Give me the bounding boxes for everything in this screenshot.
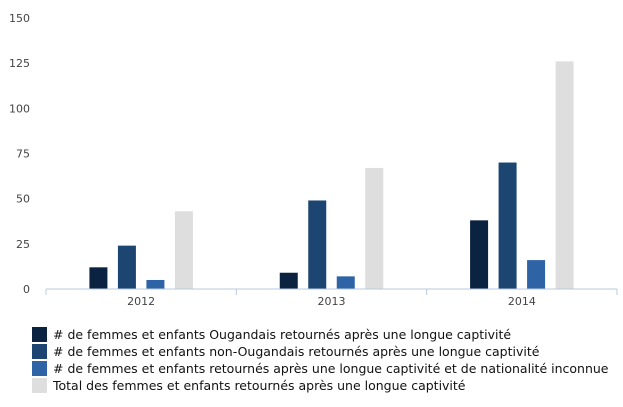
- bar[interactable]: [89, 267, 108, 289]
- bar[interactable]: [555, 61, 574, 289]
- legend-item[interactable]: # de femmes et enfants non-Ougandais ret…: [32, 343, 608, 360]
- y-tick-label: 100: [9, 102, 30, 115]
- bar[interactable]: [117, 245, 136, 289]
- y-tick-label: 50: [16, 193, 30, 206]
- x-tick-label: 2014: [508, 295, 536, 308]
- y-tick-label: 125: [9, 57, 30, 70]
- legend-swatch: [32, 361, 47, 376]
- y-axis-ticks: 0 25 50 75 100 125 150: [9, 12, 30, 296]
- bar[interactable]: [308, 200, 327, 289]
- bar[interactable]: [279, 272, 298, 289]
- legend-label: Total des femmes et enfants retournés ap…: [53, 378, 466, 393]
- legend-item[interactable]: # de femmes et enfants Ougandais retourn…: [32, 326, 608, 343]
- legend-label: # de femmes et enfants retournés après u…: [53, 361, 609, 376]
- legend: # de femmes et enfants Ougandais retourn…: [32, 326, 608, 394]
- bar[interactable]: [365, 167, 384, 289]
- legend-swatch: [32, 344, 47, 359]
- bars: [89, 61, 574, 289]
- y-tick-label: 75: [16, 148, 30, 161]
- y-tick-label: 25: [16, 238, 30, 251]
- bar[interactable]: [498, 162, 517, 289]
- y-tick-label: 0: [23, 283, 30, 296]
- bar[interactable]: [336, 276, 355, 289]
- bar[interactable]: [174, 211, 193, 289]
- x-axis: [45, 288, 618, 295]
- x-tick-label: 2013: [318, 295, 346, 308]
- bar[interactable]: [470, 220, 489, 289]
- bar-chart: 0 25 50 75 100 125 150 2012 2013 2014: [9, 12, 618, 308]
- legend-label: # de femmes et enfants non-Ougandais ret…: [53, 344, 540, 359]
- legend-item[interactable]: # de femmes et enfants retournés après u…: [32, 360, 608, 377]
- bar[interactable]: [146, 279, 165, 289]
- legend-item[interactable]: Total des femmes et enfants retournés ap…: [32, 377, 608, 394]
- legend-swatch: [32, 378, 47, 393]
- legend-swatch: [32, 327, 47, 342]
- x-axis-ticks: 2012 2013 2014: [127, 295, 536, 308]
- bar[interactable]: [527, 260, 546, 289]
- x-tick-label: 2012: [127, 295, 155, 308]
- y-tick-label: 150: [9, 12, 30, 25]
- legend-label: # de femmes et enfants Ougandais retourn…: [53, 327, 512, 342]
